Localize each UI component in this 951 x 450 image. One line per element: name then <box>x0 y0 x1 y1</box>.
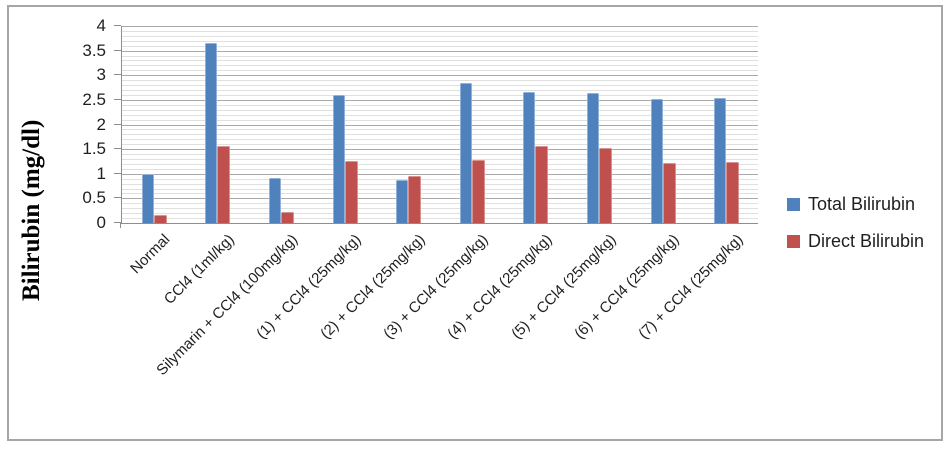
minor-gridline <box>122 208 758 210</box>
bar-direct-bilirubin <box>344 160 358 223</box>
legend-item-direct-bilirubin: Direct Bilirubin <box>787 230 943 252</box>
bar-direct-bilirubin <box>535 145 549 223</box>
bar-direct-bilirubin <box>599 147 612 223</box>
minor-gridline <box>122 139 758 141</box>
y-tick-mark <box>114 25 121 26</box>
plot-area <box>121 26 758 224</box>
minor-gridline <box>122 70 758 72</box>
major-gridline <box>122 50 758 52</box>
minor-gridline <box>122 94 758 96</box>
legend-label: Total Bilirubin <box>808 193 916 214</box>
y-tick-mark <box>114 98 121 100</box>
legend-item-total-bilirubin: Total Bilirubin <box>787 193 943 215</box>
minor-gridline <box>122 55 758 57</box>
major-gridline <box>122 173 758 175</box>
bar-direct-bilirubin <box>217 145 231 223</box>
legend-swatch-icon <box>787 197 800 211</box>
minor-gridline <box>122 109 758 111</box>
y-tick-label: 1.5 <box>82 139 106 159</box>
bar-total-bilirubin <box>269 178 281 223</box>
major-gridline <box>122 149 758 151</box>
minor-gridline <box>122 193 758 195</box>
bar-total-bilirubin <box>396 180 409 223</box>
minor-gridline <box>122 168 758 170</box>
minor-gridline <box>122 154 758 156</box>
minor-gridline <box>122 163 758 165</box>
bar-direct-bilirubin <box>281 212 294 223</box>
bar-total-bilirubin <box>205 43 218 223</box>
bar-total-bilirubin <box>459 82 472 223</box>
minor-gridline <box>122 45 758 47</box>
y-tick-mark <box>114 148 121 150</box>
y-tick-mark <box>114 123 121 125</box>
minor-gridline <box>122 65 758 67</box>
y-tick-mark <box>114 222 121 223</box>
bar-total-bilirubin <box>587 93 599 223</box>
minor-gridline <box>122 114 758 116</box>
major-gridline <box>122 124 758 126</box>
minor-gridline <box>122 218 758 220</box>
bar-total-bilirubin <box>332 94 345 223</box>
major-gridline <box>122 198 758 200</box>
y-tick-label: 2 <box>96 114 106 134</box>
y-tick-label: 2.5 <box>82 89 106 109</box>
bar-total-bilirubin <box>523 91 536 223</box>
y-tick-mark <box>114 74 121 76</box>
y-tick-label: 0 <box>96 213 106 232</box>
minor-gridline <box>122 85 758 87</box>
minor-gridline <box>122 40 758 42</box>
minor-gridline <box>122 104 758 106</box>
major-gridline <box>122 75 758 77</box>
legend: Total Bilirubin Direct Bilirubin <box>787 193 943 267</box>
bar-direct-bilirubin <box>408 175 422 223</box>
minor-gridline <box>122 134 758 136</box>
minor-gridline <box>122 178 758 180</box>
minor-gridline <box>122 30 758 32</box>
minor-gridline <box>122 90 758 92</box>
bar-direct-bilirubin <box>726 162 740 223</box>
y-axis-title: Bilirubin (mg/dl) <box>18 119 45 301</box>
y-tick-label: 4 <box>96 16 106 35</box>
y-tick-label: 1 <box>96 163 106 183</box>
y-tick-mark <box>114 172 121 174</box>
legend-swatch-icon <box>787 234 800 248</box>
minor-gridline <box>122 80 758 82</box>
bar-direct-bilirubin <box>662 162 676 223</box>
minor-gridline <box>122 158 758 160</box>
y-tick-label: 3 <box>96 65 106 85</box>
minor-gridline <box>122 60 758 62</box>
bar-direct-bilirubin <box>153 214 167 223</box>
y-tick-mark <box>114 49 121 51</box>
major-gridline <box>122 99 758 101</box>
major-gridline <box>122 26 758 27</box>
minor-gridline <box>122 144 758 146</box>
y-tick-label: 0.5 <box>82 188 106 208</box>
y-tick-mark <box>114 197 121 199</box>
y-axis-stub <box>120 223 121 228</box>
y-tick-label: 3.5 <box>82 40 106 60</box>
minor-gridline <box>122 129 758 131</box>
minor-gridline <box>122 213 758 215</box>
legend-label: Direct Bilirubin <box>808 230 925 251</box>
minor-gridline <box>122 35 758 37</box>
bar-total-bilirubin <box>714 97 727 223</box>
minor-gridline <box>122 203 758 205</box>
bar-direct-bilirubin <box>471 160 485 223</box>
minor-gridline <box>122 119 758 121</box>
minor-gridline <box>122 188 758 190</box>
bar-total-bilirubin <box>650 98 663 223</box>
bar-total-bilirubin <box>141 173 154 223</box>
minor-gridline <box>122 183 758 185</box>
